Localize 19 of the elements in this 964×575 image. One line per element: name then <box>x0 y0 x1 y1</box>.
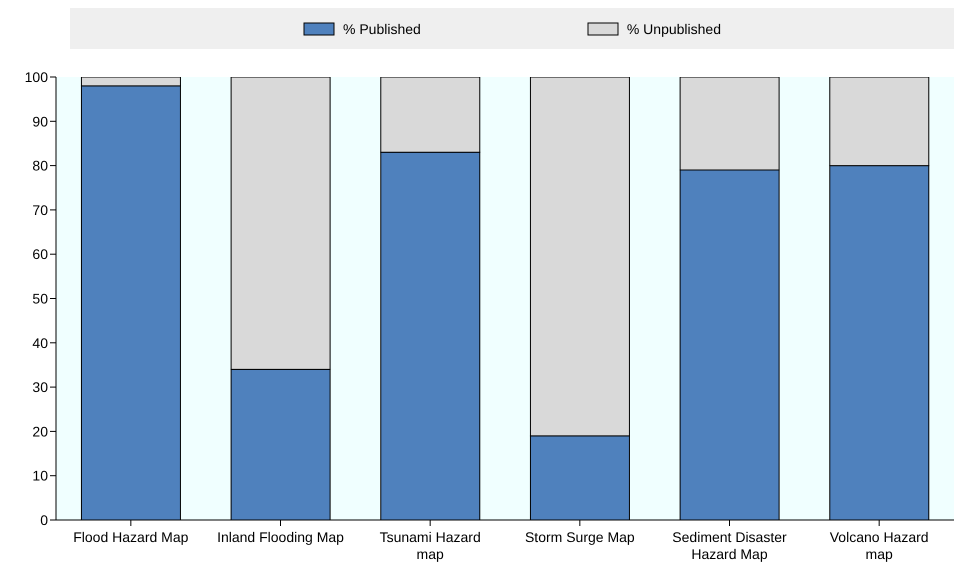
x-tick-label: Volcano Hazard map <box>830 529 929 562</box>
y-tick-label: 60 <box>32 246 48 262</box>
y-tick-label: 50 <box>32 290 48 306</box>
y-tick-label: 100 <box>24 68 48 85</box>
x-tick-label: Flood Hazard Map <box>73 529 189 545</box>
y-tick-label: 40 <box>32 334 48 351</box>
x-tick-label: Tsunami Hazard map <box>380 529 481 562</box>
y-tick-label: 70 <box>32 202 48 218</box>
y-tick-label: 80 <box>32 158 48 174</box>
y-tick-label: 10 <box>32 468 48 484</box>
x-tick-label: Sediment Disaster Hazard Map <box>672 529 788 562</box>
y-tick-label: 90 <box>32 113 48 130</box>
x-tick-label: Inland Flooding Map <box>217 529 344 545</box>
y-tick-label: 0 <box>40 512 48 528</box>
y-tick-label: 30 <box>32 379 48 396</box>
x-tick-label: Storm Surge Map <box>524 529 635 545</box>
legend-label: % Unpublished <box>626 20 721 36</box>
legend-label: % Published <box>342 20 421 36</box>
y-tick-label: 20 <box>32 423 48 440</box>
